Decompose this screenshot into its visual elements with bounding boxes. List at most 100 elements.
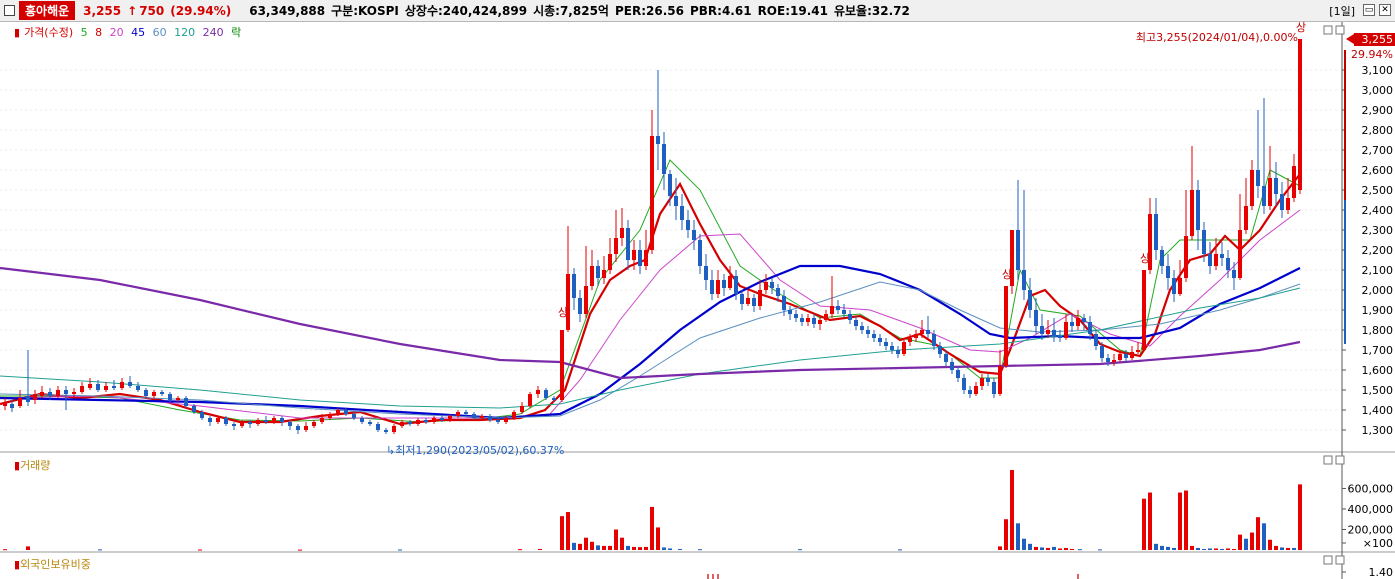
stock-name[interactable]: 흥아해운 [19, 1, 76, 20]
restore-icon[interactable]: ▭ [1363, 4, 1375, 16]
candle-body [560, 330, 564, 400]
candle-body [1004, 286, 1008, 366]
candle-body [1142, 270, 1146, 350]
period-button[interactable]: [1일] [1329, 5, 1355, 18]
candle-body [590, 266, 594, 286]
volume-bar [898, 549, 902, 551]
candle-body [552, 398, 556, 400]
volume-bar [650, 506, 654, 550]
legend-ma-60[interactable]: 60 [152, 26, 167, 39]
candle-body [890, 346, 894, 350]
candle-body [986, 378, 990, 382]
candle-body [288, 422, 292, 426]
candle-body [866, 330, 870, 334]
volume-bar [1064, 547, 1068, 550]
price-tick-label: 2,400 [1362, 204, 1394, 217]
candle-body [1058, 336, 1062, 338]
legend-ma-120[interactable]: 120 [174, 26, 196, 39]
candle-body [1106, 358, 1110, 362]
candle-body [352, 414, 356, 418]
candle-body [368, 422, 372, 424]
candle-body [240, 422, 244, 426]
candle-body [26, 396, 30, 402]
candle-body [992, 382, 996, 394]
legend-ma-240[interactable]: 240 [202, 26, 224, 39]
close-icon[interactable]: ✕ [1379, 4, 1391, 16]
candle-body [184, 398, 188, 406]
volume-bar [398, 549, 402, 551]
candle-body [232, 424, 236, 426]
candle-body [200, 412, 204, 418]
candle-body [80, 386, 84, 392]
legend-ex-rights[interactable]: 락 [231, 26, 242, 39]
roe-value: ROE:19.41 [757, 3, 828, 18]
candle-body [1136, 350, 1140, 352]
candle-body [1094, 334, 1098, 346]
candle-body [1286, 198, 1290, 210]
price-tick-label: 2,600 [1362, 164, 1394, 177]
candle-body [1196, 190, 1200, 230]
volume-bar [1098, 549, 1102, 551]
volume-bar [1160, 545, 1164, 550]
volume-bar [584, 537, 588, 550]
candle-body [1160, 250, 1164, 266]
candle-body [656, 136, 660, 144]
legend-ma-5[interactable]: 5 [80, 26, 88, 39]
candle-body [488, 416, 492, 420]
up-arrow-icon: ↑ [127, 3, 138, 18]
select-checkbox[interactable] [4, 5, 15, 16]
volume-bar [1280, 547, 1284, 550]
limit-up-marker: 상 [558, 306, 568, 319]
legend-price-label[interactable]: 가격(수정) [24, 26, 74, 39]
candle-body [638, 250, 642, 266]
legend-price-marker: ▮ [14, 26, 21, 39]
volume-bar [638, 547, 642, 550]
volume-bar [1190, 545, 1194, 550]
candle-body [344, 410, 348, 414]
candle-body [830, 306, 834, 314]
foreign-panel-restore-icon [1323, 555, 1333, 565]
top-info-bar: 흥아해운 3,255 ↑ 750 (29.94%) 63,349,888 구분:… [0, 0, 1395, 22]
candle-body [384, 430, 388, 432]
legend-ma-45[interactable]: 45 [131, 26, 146, 39]
candle-body [56, 390, 60, 396]
volume-bar [662, 547, 666, 550]
price-tick-label: 2,000 [1362, 284, 1394, 297]
legend-ma-20[interactable]: 20 [109, 26, 124, 39]
volume-bar [566, 512, 570, 550]
reserve-ratio: 유보율:32.72 [833, 4, 910, 18]
candle-body [440, 418, 444, 420]
volume-bar [1256, 517, 1260, 550]
candle-body [1238, 230, 1242, 278]
candle-body [480, 416, 484, 418]
candle-body [544, 390, 548, 398]
volume-bar [1292, 547, 1296, 550]
candle-body [448, 416, 452, 420]
candle-body [812, 318, 816, 324]
price-tick-label: 2,500 [1362, 184, 1394, 197]
volume-bar [1238, 534, 1242, 550]
candle-body [614, 238, 618, 254]
candle-body [1172, 278, 1176, 294]
candle-body [962, 378, 966, 390]
candle-body [974, 386, 978, 394]
current-pct-tag-label: 29.94% [1351, 48, 1393, 61]
volume-bar [1022, 538, 1026, 550]
candle-body [650, 136, 654, 250]
candle-body [1244, 206, 1248, 230]
volume-panel-title: ▮거래량 [14, 459, 51, 472]
candle-body [1016, 230, 1020, 270]
candle-body [1154, 214, 1158, 250]
volume-bar [1034, 546, 1038, 550]
candle-body [908, 338, 912, 342]
candle-body [740, 294, 744, 304]
foreign-bar [1077, 574, 1079, 579]
volume-bar [1184, 490, 1188, 550]
candle-body [860, 326, 864, 330]
legend-ma-8[interactable]: 8 [95, 26, 103, 39]
volume-tick-label: 200,000 [1348, 523, 1394, 536]
candle-body [620, 228, 624, 238]
candle-body [1274, 178, 1278, 194]
foreign-panel-title: ▮외국인보유비중 [14, 558, 91, 571]
